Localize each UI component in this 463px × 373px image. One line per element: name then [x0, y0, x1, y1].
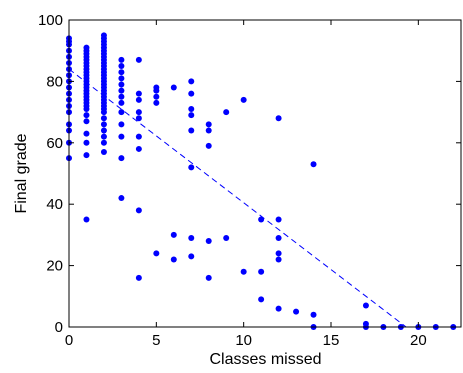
plot-frame [68, 19, 462, 328]
data-point [275, 115, 282, 122]
data-point [293, 308, 300, 315]
data-point [83, 118, 90, 125]
data-point [118, 133, 125, 140]
data-point [135, 207, 142, 214]
data-point [118, 87, 125, 94]
data-point [118, 93, 125, 100]
data-point [83, 152, 90, 159]
data-point [188, 253, 195, 260]
x-axis: 0 5 10 15 20 [65, 20, 427, 349]
data-point [188, 106, 195, 113]
trend-line [68, 68, 407, 328]
data-point [223, 234, 230, 241]
data-point [100, 127, 107, 134]
data-point [83, 130, 90, 137]
data-point [100, 115, 107, 122]
x-tick-label: 20 [410, 332, 427, 349]
y-tick-label: 100 [38, 12, 63, 29]
data-point [153, 93, 160, 100]
data-point [188, 112, 195, 119]
data-point [135, 56, 142, 63]
data-point [118, 56, 125, 63]
data-point [118, 99, 125, 106]
y-tick-label: 20 [46, 258, 63, 275]
data-point [275, 256, 282, 263]
y-axis: 0 20 40 60 80 100 [38, 12, 461, 336]
data-point [240, 268, 247, 275]
x-tick-label: 10 [235, 332, 252, 349]
data-point [170, 256, 177, 263]
data-point [100, 121, 107, 128]
y-tick-label: 40 [46, 196, 63, 213]
data-point [135, 96, 142, 103]
data-point [205, 274, 212, 281]
x-tick-label: 5 [152, 332, 160, 349]
data-point [118, 69, 125, 76]
data-point [118, 63, 125, 70]
y-tick-label: 80 [46, 73, 63, 90]
data-point [362, 302, 369, 309]
data-point [83, 216, 90, 223]
data-point [258, 296, 265, 303]
data-point [258, 268, 265, 275]
data-point [188, 127, 195, 134]
data-point [135, 109, 142, 116]
x-axis-label: Classes missed [209, 351, 321, 368]
data-point [100, 133, 107, 140]
data-point [223, 109, 230, 116]
data-point [118, 121, 125, 128]
data-point [205, 121, 212, 128]
data-point [275, 216, 282, 223]
data-point [188, 90, 195, 97]
x-tick-label: 0 [65, 332, 73, 349]
y-axis-label: Final grade [13, 133, 30, 213]
data-point [135, 90, 142, 97]
data-point [118, 195, 125, 202]
data-point [100, 149, 107, 156]
data-point [170, 84, 177, 91]
data-point [135, 115, 142, 122]
data-point [100, 139, 107, 146]
data-point [188, 164, 195, 171]
data-point [153, 250, 160, 257]
data-point [275, 250, 282, 257]
data-point [310, 311, 317, 318]
data-point [188, 234, 195, 241]
data-point [83, 139, 90, 146]
data-points [66, 32, 457, 330]
data-point [205, 142, 212, 149]
data-point [205, 238, 212, 245]
data-point [310, 161, 317, 168]
data-point [205, 127, 212, 134]
x-tick-label: 15 [323, 332, 340, 349]
data-point [83, 112, 90, 119]
data-point [135, 145, 142, 152]
y-tick-label: 0 [55, 319, 63, 336]
data-point [275, 305, 282, 312]
data-point [188, 78, 195, 85]
data-point [118, 109, 125, 116]
data-point [118, 75, 125, 82]
data-point [153, 99, 160, 106]
data-point [118, 81, 125, 88]
data-point [258, 216, 265, 223]
data-point [275, 234, 282, 241]
data-point [83, 106, 90, 113]
data-point [135, 274, 142, 281]
y-tick-label: 60 [46, 135, 63, 152]
data-point [170, 231, 177, 238]
data-point [153, 87, 160, 94]
data-point [240, 96, 247, 103]
data-point [118, 155, 125, 162]
data-point [100, 109, 107, 116]
data-point [135, 133, 142, 140]
